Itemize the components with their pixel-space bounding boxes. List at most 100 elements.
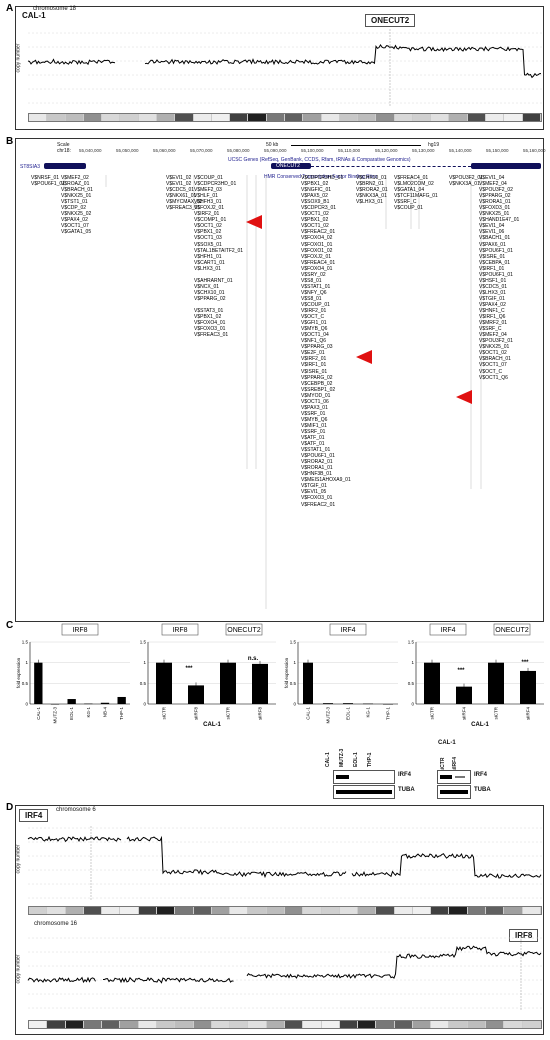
- y-tick-label: 1.5: [290, 640, 297, 645]
- x-tick-label: siIRF4: [462, 707, 467, 720]
- panel-b-frame: Scale chr18: 50 kb hg19 55,040,000 55,050…: [15, 138, 546, 622]
- genes-track-label: UCSC Genes (RefSeq, GenBank, CCDS, Rfam,…: [228, 157, 411, 163]
- panel-d-cn-trace-chr16: [27, 945, 542, 984]
- bar: [100, 702, 110, 704]
- bar: [84, 703, 93, 705]
- bar: [520, 670, 536, 704]
- x-tick-label: siIRF8: [258, 707, 263, 720]
- x-tick-label: siCTR: [226, 706, 231, 719]
- chart-title-box: [225, 623, 263, 636]
- blot2-irf4-label: IRF4: [474, 772, 488, 778]
- bar: [117, 696, 126, 704]
- panel-d-ideogram-chr6: [28, 906, 542, 915]
- x-tick-label: MUTZ-3: [326, 707, 331, 724]
- blot1-tuba-label: TUBA: [398, 787, 415, 793]
- x-tick-label: THP-1: [386, 707, 391, 720]
- panel-d-gene2-tag: IRF8: [509, 929, 539, 942]
- blot-lane-label: THP-1: [367, 752, 373, 767]
- bar: [188, 685, 204, 704]
- tfbs-track-label: HMR Conserved Transcription Factor Bindi…: [264, 174, 378, 180]
- chart-title-box: [493, 623, 531, 636]
- chart-title-box: [429, 623, 467, 636]
- y-tick-label: 0: [411, 702, 414, 707]
- panel-a-chromosome: chromosome 18: [33, 6, 77, 12]
- tf-column-5: V$CDPCR3HD_01 V$PBX1_02 V$NGFIC_01 V$PAX…: [301, 175, 351, 508]
- blot1-lanes: CAL-1 MUTZ-3 EOL-1 THP-1: [325, 745, 395, 769]
- panel-a-label: A: [6, 3, 14, 14]
- x-tick-label: EOL-1: [346, 707, 351, 721]
- panel-d-chromosome1: chromosome 6: [56, 807, 96, 813]
- blot1-tuba-row: [333, 785, 395, 799]
- chart-title: IRF8: [72, 627, 87, 634]
- y-axis-label: fold expression: [16, 657, 21, 688]
- not-significant-onecut2: n.s.: [248, 656, 259, 662]
- tf-column-3: V$EVI1_02 V$EVI1_02 V$CDC5_01 V$NKX61_01…: [166, 175, 203, 212]
- x-tick-label: siCTR: [430, 706, 435, 719]
- x-tick-label: NB-4: [103, 707, 108, 718]
- y-tick-label: 1: [411, 660, 414, 665]
- y-tick-label: 0.5: [22, 681, 29, 686]
- bar: [67, 699, 76, 704]
- x-tick-label: MUTZ-3: [53, 707, 58, 724]
- scale-bar: [291, 145, 421, 146]
- gene-st8sia3-band: [44, 163, 86, 169]
- bar: [424, 662, 440, 704]
- x-tick-label: KG-1: [86, 707, 91, 718]
- bar-chart-4: 0 0.5 1 1.5 IRF4 ONECUT2 siCTR siIRF4 siCTR siIRF…: [408, 623, 544, 728]
- y-tick-label: 1.5: [22, 640, 29, 645]
- panel-a-frame: CAL-1 chromosome 18 ONECUT2 copy number: [15, 6, 544, 130]
- panel-a-cn-trace: [27, 43, 542, 79]
- gene-right-band: [471, 163, 541, 169]
- x-tick-label: CAL-1: [36, 707, 41, 720]
- red-arrow-irf2b: [356, 350, 372, 364]
- x-tick-label: siCTR: [494, 706, 499, 719]
- gene-onecut2-band: [271, 163, 311, 169]
- panel-b-label: B: [6, 136, 14, 147]
- tf-column-9: V$EVI1_04 V$MEF2_04 V$POU3F2_02 V$PPARG_…: [479, 175, 520, 381]
- bar: [488, 662, 504, 704]
- red-arrow-irf2: [246, 215, 262, 229]
- chart-title: ONECUT2: [495, 627, 529, 634]
- panel-a-ideogram: [28, 113, 542, 122]
- chart-title-box: [161, 623, 199, 636]
- blot2-title: CAL-1: [438, 740, 456, 746]
- bar-chart-1: 0 0.5 1 1.5 fold expression IRF8 CAL-1 MUTZ-3 EO…: [16, 623, 130, 724]
- y-axis-label: fold expression: [284, 657, 289, 688]
- y-tick-label: 0.5: [290, 681, 297, 686]
- coordinate-tick: 55,150,000: [486, 148, 509, 153]
- red-arrow-irf1: [456, 390, 472, 404]
- blot1-irf4-row: [333, 770, 395, 784]
- blot2-lanes: siCTR siIRF4: [440, 750, 480, 772]
- coordinate-tick: 55,100,000: [301, 148, 324, 153]
- panel-d-ideogram-chr16: [28, 1020, 542, 1029]
- tf-tick-lines: [63, 175, 482, 609]
- chart-title-box: [61, 623, 99, 636]
- bar: [323, 703, 333, 704]
- panel-d-cn-plots: [27, 826, 543, 1011]
- panel-a-gene-tag: ONECUT2: [365, 14, 416, 27]
- scale-label: Scale: [57, 142, 70, 148]
- blot2-irf4-row: [437, 770, 471, 784]
- coordinate-tick: 55,120,000: [375, 148, 398, 153]
- tf-column-7: V$FREAC4_01 V$LMO2COM_02 V$GATA1_04 V$TC…: [394, 175, 438, 212]
- coordinate-tick: 55,070,000: [190, 148, 213, 153]
- x-tick-label: KG-1: [366, 707, 371, 718]
- panel-d-chromosome2: chromosome 16: [34, 921, 78, 927]
- y-tick-label: 0.5: [408, 681, 415, 686]
- significance-irf8-sirna: ***: [185, 666, 193, 672]
- tf-column-4: V$COUP_01 V$CDPCR3HD_01 V$MEF2_03 V$HLF_…: [194, 175, 244, 339]
- y-tick-label: 1.5: [140, 640, 147, 645]
- chart-title-box: [329, 623, 367, 636]
- y-tick-label: 1.5: [408, 640, 415, 645]
- bar-chart-3: 0 0.5 1 1.5 fold expression IRF4 CAL-1 MUTZ-3 EO…: [284, 623, 398, 724]
- gene-onecut2-intron: [311, 166, 471, 167]
- y-tick-label: 0: [25, 702, 28, 707]
- y-tick-label: 1: [293, 660, 296, 665]
- bar: [383, 704, 393, 705]
- coordinate-tick: 55,050,000: [116, 148, 139, 153]
- panel-d-frame: IRF4 chromosome 6 copy number chromosome…: [15, 805, 544, 1035]
- x-tick-label: CAL-1: [306, 707, 311, 720]
- significance-onecut2-sirf4: ***: [521, 660, 529, 666]
- x-tick-label: siCTR: [162, 706, 167, 719]
- bar: [50, 704, 60, 705]
